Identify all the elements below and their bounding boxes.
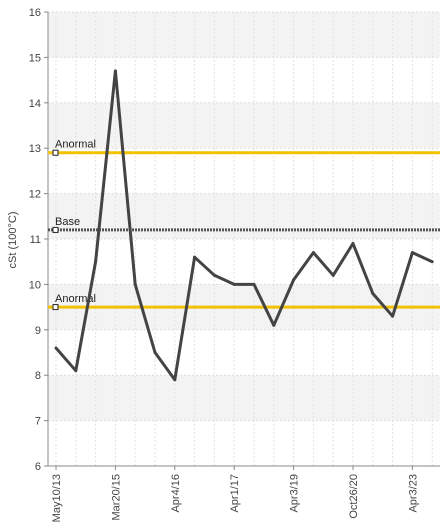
band [48, 12, 440, 58]
y-tick-label: 6 [35, 461, 41, 473]
y-tick-label: 12 [29, 189, 41, 201]
reference-lines: Anormal Base Anormal [48, 139, 440, 311]
data-point [391, 314, 395, 318]
x-tick-label: Apr3/19 [289, 474, 301, 513]
y-tick-label: 9 [35, 325, 41, 337]
data-point [94, 260, 98, 264]
y-tick-label: 7 [35, 416, 41, 428]
x-tick-label: May10/13 [51, 474, 63, 522]
band [48, 102, 440, 149]
axes [44, 11, 440, 470]
series-line [54, 69, 433, 382]
reference-label: Base [55, 216, 80, 228]
data-point [252, 282, 256, 286]
data-point [272, 323, 276, 327]
data-point [292, 278, 296, 282]
x-tick-label: Apr1/17 [229, 474, 241, 513]
reference-label: Anormal [55, 139, 96, 151]
data-point [54, 346, 58, 350]
x-tick-labels: May10/13 Mar20/15 Apr4/16 Apr1/17 Apr3/19 Oct… [51, 474, 419, 522]
reference-marker [52, 226, 59, 233]
data-point [173, 378, 177, 382]
y-tick-label: 13 [29, 143, 41, 155]
x-tick-label: Mar20/15 [110, 474, 122, 520]
x-tick-label: Oct26/20 [348, 474, 360, 519]
data-point [74, 369, 78, 373]
y-tick-label: 11 [30, 234, 41, 246]
data-point [113, 69, 117, 73]
band [48, 375, 440, 421]
data-point [371, 291, 375, 295]
band [48, 193, 440, 239]
data-point [430, 260, 434, 264]
data-point [133, 282, 137, 286]
x-tick-label: Apr4/16 [170, 474, 182, 513]
data-point [331, 273, 335, 277]
y-tick-label: 8 [35, 370, 41, 382]
reference-marker [52, 149, 59, 156]
reference-marker [52, 304, 59, 311]
data-point [351, 242, 355, 246]
background-bands [48, 12, 440, 421]
data-series [54, 69, 434, 382]
data-point [232, 282, 236, 286]
y-tick-label: 14 [29, 98, 41, 110]
reference-label: Anormal [55, 293, 96, 305]
y-tick-label: 16 [29, 7, 41, 19]
data-point [193, 255, 197, 259]
data-point [212, 273, 216, 277]
y-tick-labels: 6 7 8 9 10 11 12 13 14 15 16 [29, 7, 41, 473]
data-point [311, 251, 315, 255]
data-point [410, 251, 414, 255]
x-tick-label: Apr3/23 [407, 474, 419, 513]
y-tick-label: 10 [29, 279, 41, 291]
data-point [153, 351, 157, 354]
y-axis-title: cSt (100°C) [7, 212, 19, 269]
y-tick-label: 15 [29, 52, 41, 64]
